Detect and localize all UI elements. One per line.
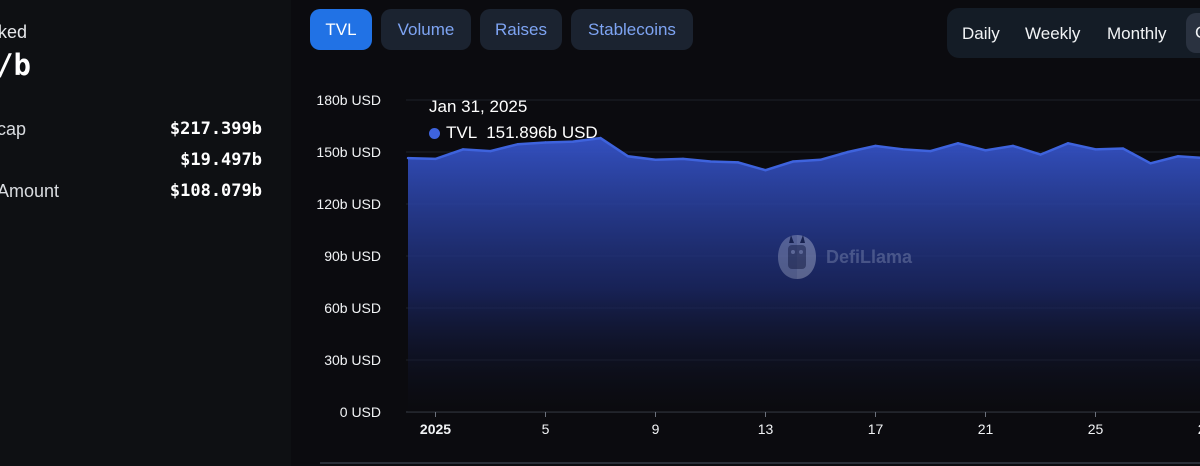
tvl-data-point xyxy=(1039,153,1042,156)
period-monthly-button[interactable]: Monthly xyxy=(1107,24,1167,43)
tab-volume[interactable]: Volume xyxy=(381,9,471,50)
tvl-data-point xyxy=(1149,162,1152,165)
llama-logo-icon xyxy=(778,235,816,279)
tvl-data-point xyxy=(791,160,795,163)
x-tick-label: 21 xyxy=(978,421,994,437)
stats-heading: ked xyxy=(0,22,28,42)
stat-value: $19.497b xyxy=(180,150,262,170)
tvl-data-point xyxy=(1011,144,1015,148)
tvl-data-point xyxy=(489,149,492,153)
y-tick-label: 0 USD xyxy=(340,404,381,420)
y-tick-label: 120b USD xyxy=(316,196,381,212)
divider xyxy=(320,462,1200,464)
tvl-data-point xyxy=(929,149,932,153)
stat-row-mcap: cap $217.399b xyxy=(0,119,262,143)
tvl-data-point xyxy=(846,150,850,154)
y-tick-label: 150b USD xyxy=(316,144,381,160)
series-dot-icon xyxy=(429,127,440,139)
y-tick-label: 90b USD xyxy=(324,248,381,264)
tvl-data-point xyxy=(654,158,657,161)
x-tick-label: 17 xyxy=(868,421,884,437)
stat-row-second: $19.497b xyxy=(0,150,262,174)
tvl-data-point xyxy=(571,140,575,143)
stat-value: $217.399b xyxy=(169,119,262,139)
tvl-data-point xyxy=(956,142,960,145)
stat-label: Amount xyxy=(0,181,60,201)
tvl-data-point xyxy=(626,155,630,158)
stats-panel: ked /b cap $217.399b $19.497b Amount $10… xyxy=(0,0,291,466)
x-tick-label: 29 xyxy=(1198,421,1200,437)
tooltip-series-name: TVL xyxy=(446,123,478,142)
total-value-stat: /b xyxy=(0,48,31,82)
stat-row-amount: Amount $108.079b xyxy=(0,181,262,205)
watermark-text: DefiLlama xyxy=(826,246,913,267)
tab-tvl[interactable]: TVL xyxy=(310,9,372,50)
tvl-data-point xyxy=(1066,142,1070,145)
tvl-data-point xyxy=(736,161,740,164)
tvl-data-point xyxy=(461,148,465,151)
tvl-data-point xyxy=(1121,147,1125,150)
tvl-data-point xyxy=(434,157,437,161)
tvl-data-point xyxy=(544,141,547,144)
tvl-data-point xyxy=(599,136,602,140)
tooltip-date: Jan 31, 2025 xyxy=(429,97,528,116)
period-cumulative-button[interactable]: C xyxy=(1186,13,1200,53)
period-weekly-button[interactable]: Weekly xyxy=(1025,24,1081,43)
tvl-data-point xyxy=(406,156,410,160)
x-tick-label: 13 xyxy=(758,421,774,437)
tvl-data-point xyxy=(819,158,822,161)
y-tick-label: 180b USD xyxy=(316,92,381,108)
tvl-data-point xyxy=(681,157,685,161)
y-tick-label: 30b USD xyxy=(324,352,381,368)
tab-stablecoins[interactable]: Stablecoins xyxy=(571,9,693,50)
x-tick-label: 2025 xyxy=(420,421,451,437)
tvl-data-point xyxy=(764,169,767,172)
tvl-data-point xyxy=(984,149,987,152)
tvl-data-point xyxy=(901,148,905,151)
tab-raises[interactable]: Raises xyxy=(480,9,562,50)
x-tick-label: 25 xyxy=(1088,421,1104,437)
tooltip-value-row: TVL 151.896b USD xyxy=(429,123,598,143)
x-tick-label: 9 xyxy=(652,421,660,437)
x-tick-label: 5 xyxy=(542,421,550,437)
tvl-data-point xyxy=(709,160,712,163)
y-tick-label: 60b USD xyxy=(324,300,381,316)
tvl-area-fill xyxy=(408,138,1200,412)
period-selector xyxy=(947,8,1200,58)
defillama-watermark: DefiLlama xyxy=(776,233,912,281)
tvl-data-point xyxy=(1176,155,1180,158)
tvl-data-point xyxy=(874,144,877,148)
tooltip-value: 151.896b USD xyxy=(486,123,598,142)
period-daily-button[interactable]: Daily xyxy=(962,24,1000,43)
tvl-data-point xyxy=(1094,148,1097,151)
stat-value: $108.079b xyxy=(169,181,262,201)
stat-label: cap xyxy=(0,119,27,139)
tvl-data-point xyxy=(516,143,520,146)
